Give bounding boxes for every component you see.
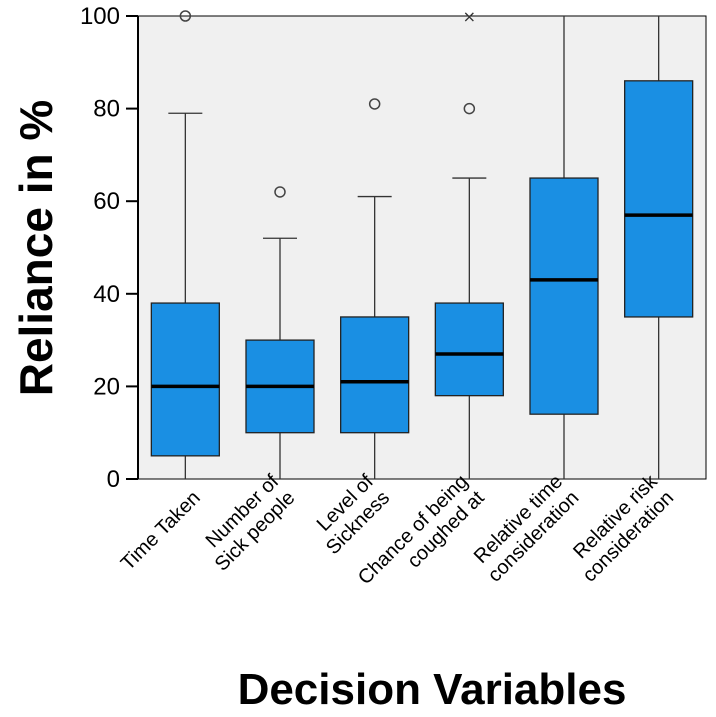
box-series: × (150, 7, 694, 480)
y-tick-label: 20 (93, 373, 120, 400)
outlier-marker (274, 186, 286, 198)
x-category-label-line: Time Taken (117, 487, 205, 575)
x-category-label: Time Taken (117, 487, 205, 575)
outlier-marker (463, 102, 476, 115)
box-iqr (434, 302, 504, 397)
box-group (150, 10, 220, 480)
outlier-marker (179, 10, 192, 22)
box-iqr (529, 177, 599, 415)
x-category-label: Relative riskconsideration (562, 470, 679, 587)
outlier-marker (368, 98, 381, 110)
y-axis-title: Reliance in % (10, 100, 62, 397)
y-tick-label: 60 (93, 188, 120, 215)
box-iqr (340, 316, 410, 434)
box-group (340, 98, 410, 480)
y-tick-label: 80 (93, 96, 120, 123)
y-tick-label: 100 (80, 3, 120, 30)
box-group (624, 15, 694, 480)
box-group (245, 186, 315, 480)
extreme-outlier-marker: × (463, 7, 476, 26)
box-group: × (434, 7, 504, 480)
x-axis-title: Decision Variables (238, 665, 627, 714)
y-axis: 0 20 40 60 80 100 (80, 3, 139, 493)
box-group (529, 15, 599, 480)
x-category-label: Relative timeconsideration (467, 471, 583, 587)
box-iqr (150, 302, 220, 457)
y-tick-label: 40 (93, 281, 120, 308)
plot-area (137, 15, 707, 480)
y-tick-label: 0 (107, 466, 120, 493)
x-category-label: Number ofSick people (194, 470, 299, 575)
box-iqr (624, 80, 694, 318)
